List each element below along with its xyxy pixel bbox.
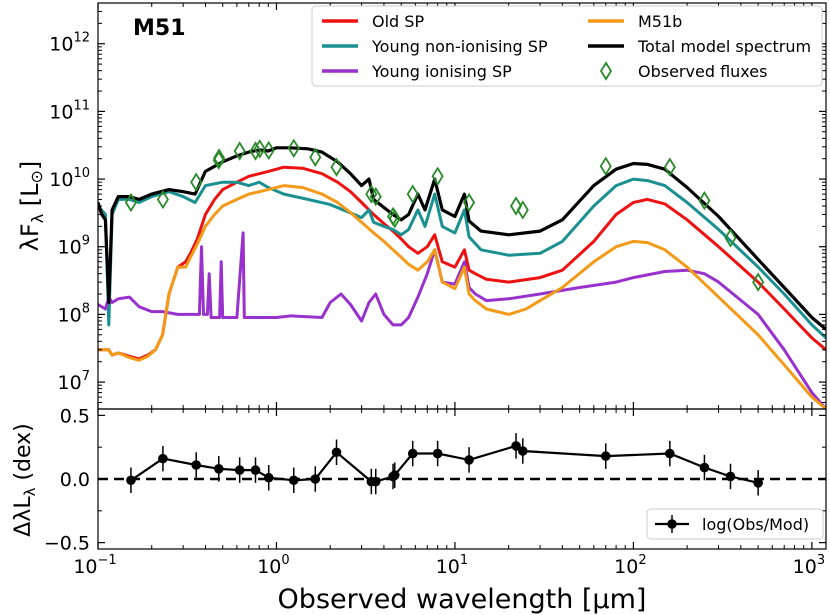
observed-flux-marker: [388, 208, 401, 229]
residual-line: [130, 444, 759, 484]
observed-flux-marker: [463, 192, 476, 213]
observed-flux-marker: [253, 139, 266, 159]
observed-flux-marker: [599, 156, 612, 176]
observed-flux-marker: [406, 184, 419, 204]
series-line-2: [98, 231, 826, 409]
bottom-panel: 10−1 100 101 102 103 0.5 0.0 −0.5 ΔλLλ (dex) lo…: [11, 405, 827, 615]
residual-series: [126, 433, 763, 496]
legend-label: Young non-ionising SP: [371, 37, 548, 56]
residual-point: [699, 462, 710, 473]
top-series-group: [98, 146, 826, 409]
series-line-1: [98, 177, 826, 340]
observed-flux-marker: [287, 138, 300, 158]
legend-label: Total model spectrum: [637, 37, 811, 56]
observed-flux-marker: [262, 140, 275, 161]
legend-label: M51b: [638, 12, 682, 31]
bottom-panel-ticks: 10−1 100 101 102 103 0.5 0.0 −0.5: [44, 405, 826, 578]
y-tick-label: 0.5: [60, 405, 90, 427]
residual-point: [665, 448, 675, 459]
top-legend: Old SP Young non-ionising SP Young ionisin…: [311, 5, 823, 87]
x-tick-label: 103: [793, 553, 825, 578]
legend-label: Young ionising SP: [371, 62, 512, 81]
y-tick-label: 109: [58, 234, 90, 259]
top-y-axis-label: λFλ [L⊙]: [16, 161, 47, 252]
observed-flux-markers: [124, 138, 765, 292]
x-tick-label: 10−1: [73, 553, 116, 578]
legend-label: log(Obs/Mod): [702, 515, 809, 534]
residual-point: [600, 451, 611, 461]
observed-flux-marker: [663, 157, 676, 177]
residual-point: [511, 441, 521, 451]
residual-point: [517, 446, 528, 456]
series-line-3: [98, 184, 826, 409]
observed-flux-marker: [509, 196, 523, 216]
x-tick-label: 100: [257, 553, 289, 578]
observed-flux-marker: [124, 192, 138, 213]
y-tick-label: 1012: [49, 31, 90, 56]
legend-marker-residual: [667, 519, 677, 529]
observed-flux-marker: [752, 272, 765, 292]
bottom-y-axis-label: ΔλLλ (dex): [11, 423, 39, 537]
residual-point: [432, 448, 443, 459]
residual-point: [191, 460, 201, 470]
residual-point: [725, 471, 736, 482]
residual-point: [407, 448, 418, 459]
y-tick-label: 0.0: [60, 469, 90, 491]
observed-flux-marker: [698, 190, 711, 211]
observed-flux-marker: [190, 172, 203, 192]
observed-flux-marker: [309, 147, 322, 167]
x-tick-label: 101: [436, 553, 468, 578]
bottom-legend: log(Obs/Mod): [646, 508, 824, 540]
residual-point: [288, 475, 299, 486]
residual-point: [263, 472, 274, 483]
observed-flux-marker: [249, 141, 262, 161]
observed-flux-marker: [213, 148, 226, 168]
legend-box: [646, 508, 824, 540]
x-tick-label: 102: [614, 553, 646, 578]
residual-point: [464, 455, 474, 465]
observed-flux-marker: [233, 141, 246, 161]
top-panel: 107 108 109 1010 1011 1012 M51 λFλ [L⊙] Old S…: [16, 2, 827, 410]
legend-marker-observed: [599, 61, 613, 81]
residual-point: [331, 447, 342, 458]
residual-point: [370, 476, 381, 487]
residual-point: [250, 465, 261, 475]
legend-label: Observed fluxes: [638, 62, 767, 81]
observed-flux-marker: [431, 166, 444, 186]
y-tick-label: 108: [58, 301, 90, 326]
residual-point: [158, 453, 168, 464]
residual-point: [310, 474, 321, 484]
legend-label: Old SP: [372, 12, 424, 31]
residual-point: [126, 475, 136, 486]
observed-flux-marker: [330, 157, 343, 177]
residual-point: [234, 465, 245, 475]
observed-flux-marker: [724, 228, 737, 248]
observed-flux-marker: [212, 150, 225, 170]
x-axis-label: Observed wavelength [μm]: [278, 584, 647, 615]
y-tick-label: −0.5: [44, 533, 90, 555]
y-tick-label: 1010: [49, 166, 90, 191]
observed-flux-marker: [369, 186, 382, 207]
y-tick-label: 107: [58, 369, 90, 394]
residual-point: [213, 464, 224, 474]
bottom-plot-frame: [97, 408, 827, 550]
panel-title: M51: [133, 16, 186, 41]
residual-point: [753, 478, 763, 488]
legend-box: [311, 5, 823, 87]
observed-flux-marker: [156, 189, 169, 210]
residual-point: [389, 470, 400, 480]
top-panel-ticks: 107 108 109 1010 1011 1012: [49, 3, 826, 409]
y-tick-label: 1011: [49, 98, 90, 123]
observed-flux-marker: [516, 200, 529, 220]
